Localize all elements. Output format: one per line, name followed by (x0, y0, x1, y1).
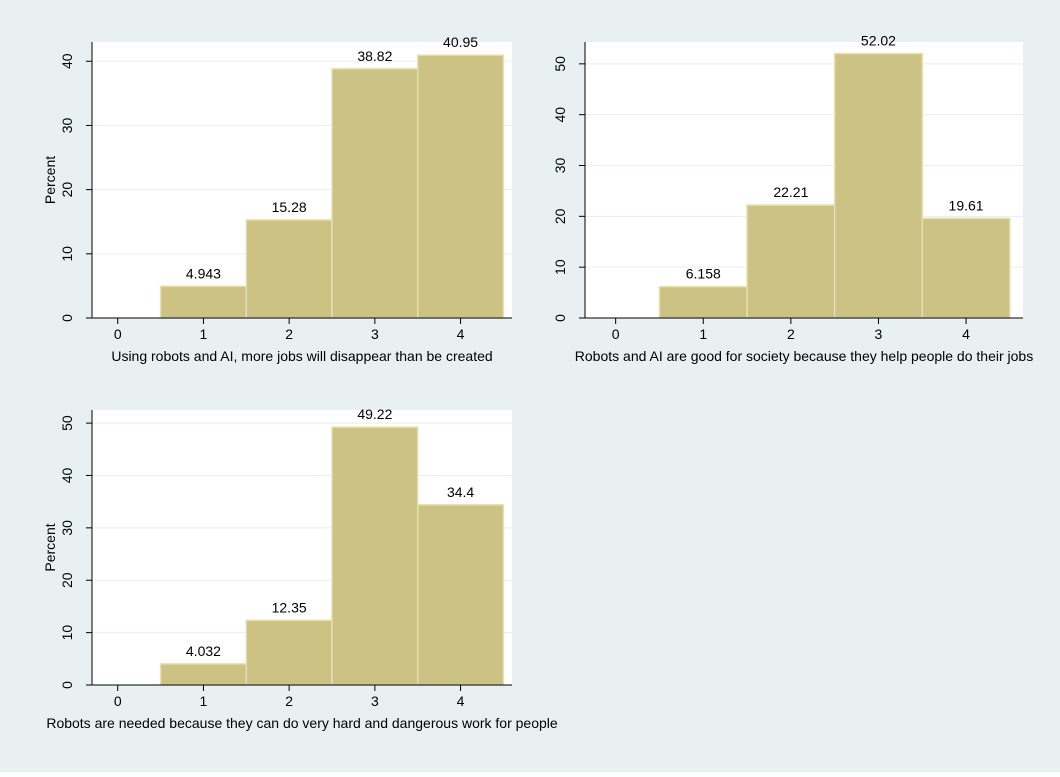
bar (245, 219, 333, 319)
bar (746, 204, 836, 319)
chart-panel-2: 6.158 22.21 52.02 19.61 0 10 20 30 40 50 0 1 2 3 4 Robo… (552, 33, 1033, 364)
y-tick-label: 20 (59, 572, 75, 588)
data-label: 52.02 (861, 33, 896, 49)
data-label: 19.61 (949, 197, 984, 213)
data-label: 6.158 (686, 266, 721, 282)
x-tick-label: 2 (285, 693, 293, 709)
x-tick-label: 4 (457, 326, 465, 342)
chart-panel-3: 4.032 12.35 49.22 34.4 0 10 20 30 40 50 0 1 2 3 4 Robot… (42, 406, 558, 731)
bar (245, 619, 333, 686)
x-tick-label: 4 (457, 693, 465, 709)
y-tick-label: 20 (59, 182, 75, 198)
y-tick-label: 50 (552, 56, 568, 72)
data-label: 12.35 (272, 599, 307, 615)
bar (331, 68, 419, 319)
bar (416, 504, 505, 686)
data-label: 15.28 (272, 199, 307, 215)
bar (833, 52, 924, 319)
x-tick-label: 2 (285, 326, 293, 342)
bar (159, 663, 248, 686)
x-tick-label: 4 (962, 326, 970, 342)
x-tick-label: 2 (787, 326, 795, 342)
y-tick-label: 30 (59, 117, 75, 133)
y-tick-label: 40 (59, 467, 75, 483)
y-tick-label: 0 (59, 681, 75, 689)
x-axis-label: Using robots and AI, more jobs will disa… (111, 348, 492, 364)
y-tick-label: 30 (59, 520, 75, 536)
data-label: 40.95 (443, 34, 478, 50)
y-tick-label: 10 (59, 246, 75, 262)
x-tick-label: 1 (699, 326, 707, 342)
x-tick-label: 1 (200, 326, 208, 342)
y-tick-label: 30 (552, 158, 568, 174)
x-tick-label: 0 (114, 693, 122, 709)
x-tick-label: 0 (612, 326, 620, 342)
data-label: 4.943 (186, 265, 221, 281)
data-label: 49.22 (357, 406, 392, 422)
bar (416, 54, 505, 319)
y-tick-label: 50 (59, 415, 75, 431)
data-label: 34.4 (447, 484, 474, 500)
data-label: 38.82 (357, 48, 392, 64)
y-tick-label: 20 (552, 208, 568, 224)
bar (658, 285, 748, 319)
y-axis-label: Percent (42, 523, 58, 571)
y-tick-label: 40 (552, 107, 568, 123)
data-label: 4.032 (186, 643, 221, 659)
bar (921, 217, 1011, 319)
y-axis-label: Percent (42, 156, 58, 204)
x-axis-label: Robots are needed because they can do ve… (46, 715, 558, 731)
y-tick-label: 10 (552, 259, 568, 275)
x-tick-label: 3 (371, 693, 379, 709)
y-tick-label: 10 (59, 625, 75, 641)
x-tick-label: 0 (114, 326, 122, 342)
y-tick-label: 0 (59, 314, 75, 322)
x-axis-label: Robots and AI are good for society becau… (575, 348, 1033, 364)
data-label: 22.21 (773, 184, 808, 200)
bar (159, 285, 248, 319)
chart-panel-1: 4.943 15.28 38.82 40.95 0 10 20 30 40 0 1 2 3 4 Using … (42, 34, 512, 364)
x-tick-label: 3 (371, 326, 379, 342)
x-tick-label: 3 (875, 326, 883, 342)
x-tick-label: 1 (200, 693, 208, 709)
y-tick-label: 0 (552, 314, 568, 322)
y-tick-label: 40 (59, 53, 75, 69)
bar (331, 426, 419, 686)
